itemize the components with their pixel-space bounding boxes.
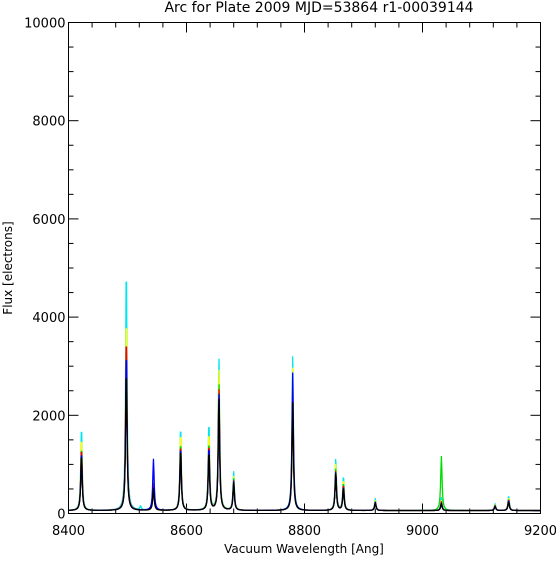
y-tick-label: 6000 bbox=[32, 213, 65, 228]
y-tick-label: 8000 bbox=[32, 115, 65, 130]
y-tick-label: 4000 bbox=[32, 311, 65, 326]
spectrum-series-5 bbox=[68, 378, 541, 512]
y-axis-label: Flux [electrons] bbox=[1, 221, 15, 314]
x-tick-label: 9000 bbox=[406, 524, 439, 539]
plot-frame bbox=[68, 22, 541, 514]
spectrum-series bbox=[68, 281, 541, 512]
x-tick-label: 8600 bbox=[170, 524, 203, 539]
spectrum-series-0 bbox=[68, 281, 541, 512]
y-axis-ticks: 0 2000 4000 6000 8000 10000 bbox=[24, 17, 541, 523]
spectrum-series-3 bbox=[68, 346, 541, 512]
spectrum-series-4 bbox=[68, 359, 541, 512]
y-tick-label: 0 bbox=[57, 508, 65, 523]
x-axis-label: Vacuum Wavelength [Ang] bbox=[224, 542, 384, 556]
spectrum-series-1 bbox=[68, 328, 541, 512]
y-tick-label: 2000 bbox=[32, 409, 65, 424]
y-tick-label: 10000 bbox=[24, 17, 65, 32]
spectrum-series-2 bbox=[68, 350, 541, 512]
x-tick-label: 8400 bbox=[52, 524, 85, 539]
chart-title: Arc for Plate 2009 MJD=53864 r1-00039144 bbox=[164, 0, 473, 16]
x-tick-label: 8800 bbox=[288, 524, 321, 539]
x-tick-label: 9200 bbox=[524, 524, 556, 539]
